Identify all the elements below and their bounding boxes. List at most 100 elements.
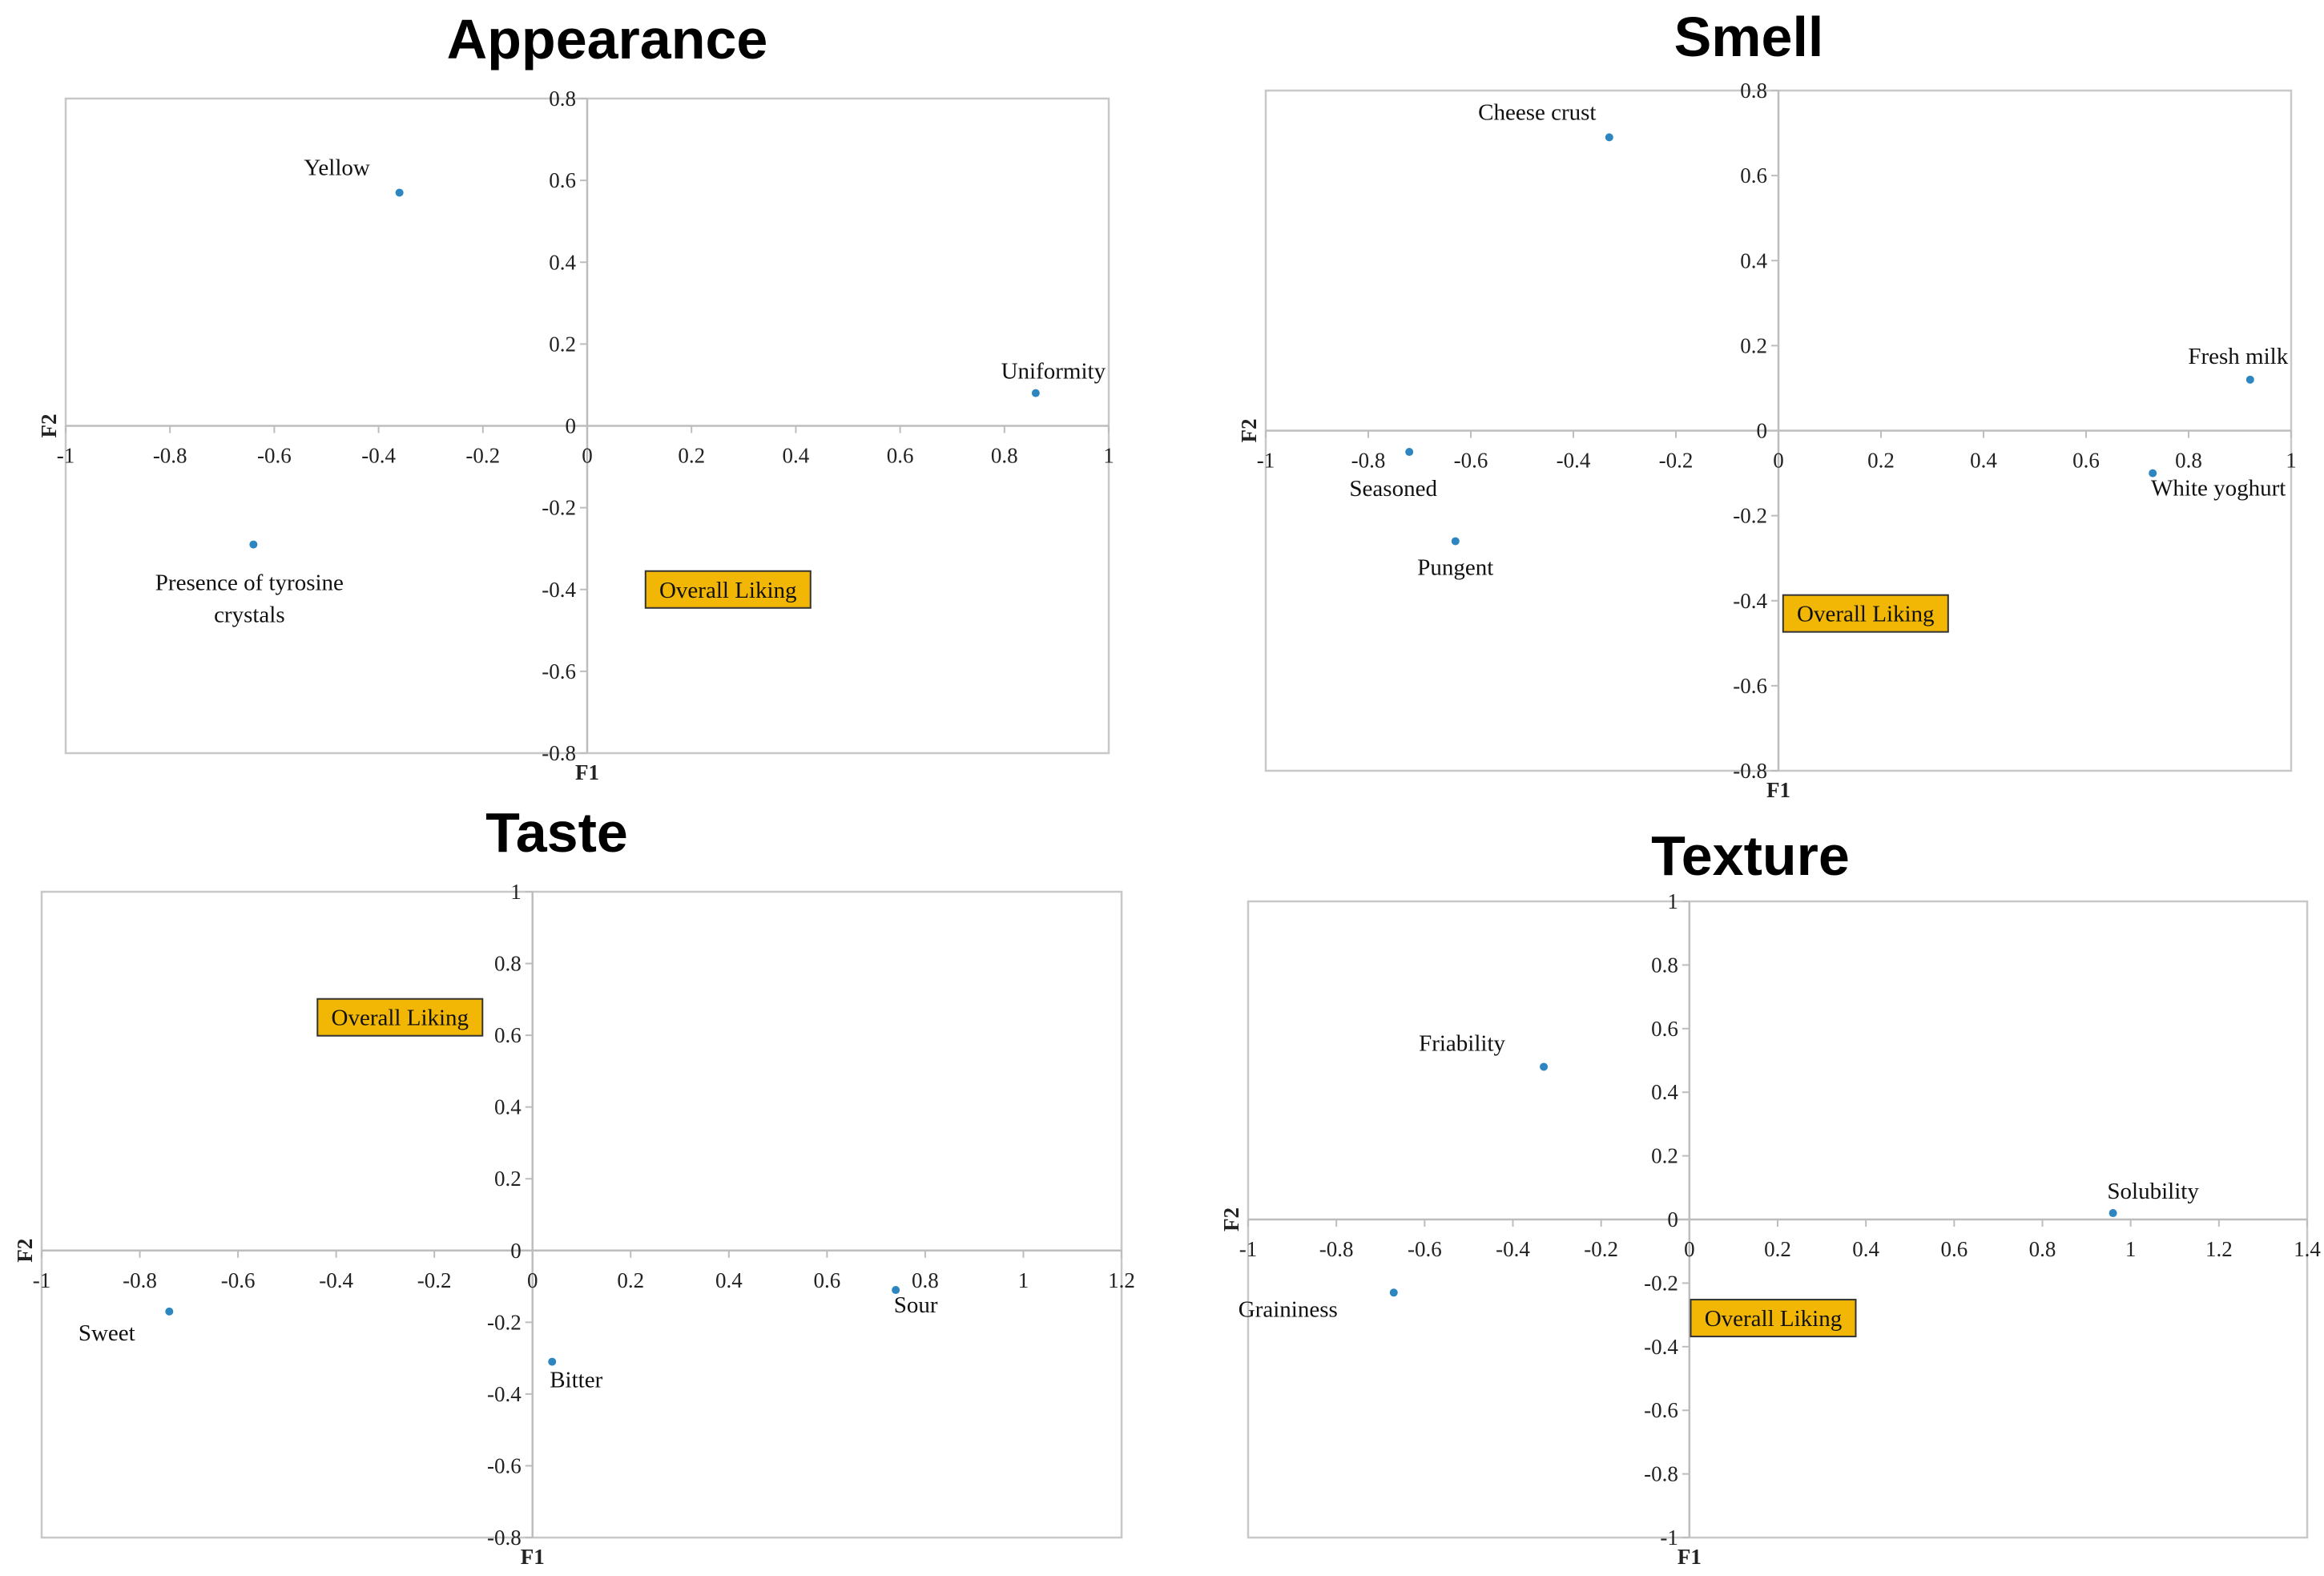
y-tick-label: 0.2 [1651,1144,1678,1168]
y-tick-label: 0 [1757,419,1768,443]
overall-liking-box [644,570,812,609]
y-tick-label: 0.8 [1651,953,1678,977]
point-label: Bitter [550,1368,602,1393]
y-tick-label: 0 [510,1239,522,1263]
point-label: Uniformity [1001,359,1106,385]
y-tick-label: -0.8 [1733,759,1767,783]
y-tick-label: -0.8 [542,741,576,765]
y-axis-label: F2 [1219,1207,1243,1231]
point-label: Fresh milk [2188,344,2288,369]
y-tick-label: 0.6 [549,168,576,192]
y-axis-label: F2 [37,414,61,438]
x-tick-label: -0.2 [1584,1237,1618,1261]
x-tick-label: 0.4 [715,1268,743,1292]
data-point [395,188,404,197]
y-tick-label: 0.8 [494,952,522,976]
x-tick-label: -0.2 [465,444,500,468]
x-tick-label: -0.6 [1408,1237,1442,1261]
data-point [1540,1062,1549,1071]
point-label: Presence of tyrosine crystals [155,570,344,628]
x-tick-label: 0.6 [887,444,914,468]
data-point [2109,1209,2117,1218]
y-tick-label: 0.4 [1651,1080,1678,1104]
y-tick-label: -0.8 [487,1526,522,1550]
point-label: Solubility [2107,1179,2199,1204]
x-tick-label: 0.6 [813,1268,840,1292]
y-tick-label: -0.6 [542,659,576,683]
y-tick-label: 0 [1667,1207,1678,1231]
y-tick-label: 1 [510,880,522,904]
y-tick-label: 0.4 [1740,248,1767,272]
y-tick-label: -1 [1660,1526,1678,1550]
x-tick-label: 0.2 [678,444,705,468]
data-point [1605,133,1613,142]
overall-liking-label: Overall Liking [332,1006,469,1031]
chart-title: Texture [1651,824,1850,887]
data-point [2245,375,2254,384]
point-label: Cheese crust [1478,99,1596,125]
y-tick-label: 0.6 [1651,1017,1678,1041]
y-tick-label: 0.2 [549,332,576,356]
x-axis-label: F1 [521,1545,545,1569]
y-tick-label: 0.4 [549,250,576,274]
point-label-line: crystals [214,603,285,628]
x-tick-label: -0.6 [221,1268,256,1292]
data-point [1405,448,1414,457]
overall-liking-label: Overall Liking [659,578,797,603]
chart-panel-smell: Smell -1 -0.8 -0.6 -0.4 -0.2 0 0.2 0.4 0.6 0.8 1 -0.… [1237,6,2297,802]
x-tick-label: 0.2 [1867,449,1895,473]
x-tick-label: 0.2 [1764,1237,1791,1261]
x-axis-label: F1 [575,760,599,784]
point-label-line: Presence of tyrosine [155,570,344,596]
chart-panel-texture: Texture -1 -0.8 -0.6 -0.4 -0.2 0 0.2 0.4 0.6 0.8 1 1… [1219,824,2321,1569]
x-tick-label: 0.8 [912,1268,939,1292]
overall-liking-box [316,998,484,1037]
y-tick-label: 1 [1667,889,1678,913]
x-tick-label: 0.4 [1852,1237,1879,1261]
x-tick-label: 0 [1684,1237,1695,1261]
x-tick-label: -0.4 [1496,1237,1530,1261]
x-tick-label: 1.2 [1108,1268,1135,1292]
y-tick-label: -0.4 [487,1382,522,1406]
x-tick-label: -0.4 [319,1268,353,1292]
point-label: Friability [1419,1030,1505,1056]
y-tick-label: 0.2 [494,1167,522,1191]
point-label: Yellow [304,155,370,180]
point-label: Sweet [79,1320,135,1346]
x-tick-label: 0.4 [783,444,810,468]
chart-title: Taste [485,801,628,864]
x-tick-label: -1 [1257,449,1275,473]
x-tick-label: 0 [582,444,593,468]
x-tick-label: -0.2 [1659,449,1694,473]
x-tick-label: 0.6 [2072,449,2100,473]
y-tick-label: -0.8 [1644,1462,1678,1486]
x-tick-label: -0.6 [257,444,292,468]
y-tick-label: -0.4 [1644,1335,1678,1359]
data-point [1389,1288,1398,1297]
point-label: Graininess [1239,1296,1338,1322]
x-tick-label: 1.2 [2205,1237,2233,1261]
x-tick-label: 1 [2286,449,2297,473]
x-tick-label: -0.4 [1557,449,1591,473]
x-tick-label: 0.8 [2175,449,2202,473]
y-tick-label: 0.8 [549,87,576,111]
y-tick-label: 0.6 [494,1023,522,1047]
data-point [892,1286,900,1295]
x-tick-label: -0.8 [1319,1237,1354,1261]
y-tick-label: 0.4 [494,1095,522,1119]
x-tick-label: -1 [1239,1237,1258,1261]
x-tick-label: 1 [1018,1268,1029,1292]
x-tick-label: -0.8 [123,1268,157,1292]
x-tick-label: -0.6 [1454,449,1488,473]
x-tick-label: -1 [57,444,75,468]
y-tick-label: 0.6 [1740,163,1767,187]
data-point [1451,537,1460,546]
y-tick-label: -0.6 [1644,1398,1678,1422]
data-point [1031,389,1040,397]
y-axis-label: F2 [13,1239,37,1263]
x-tick-label: -0.2 [417,1268,452,1292]
overall-liking-label: Overall Liking [1705,1306,1843,1332]
x-tick-label: 1 [2125,1237,2137,1261]
data-point [165,1307,174,1316]
